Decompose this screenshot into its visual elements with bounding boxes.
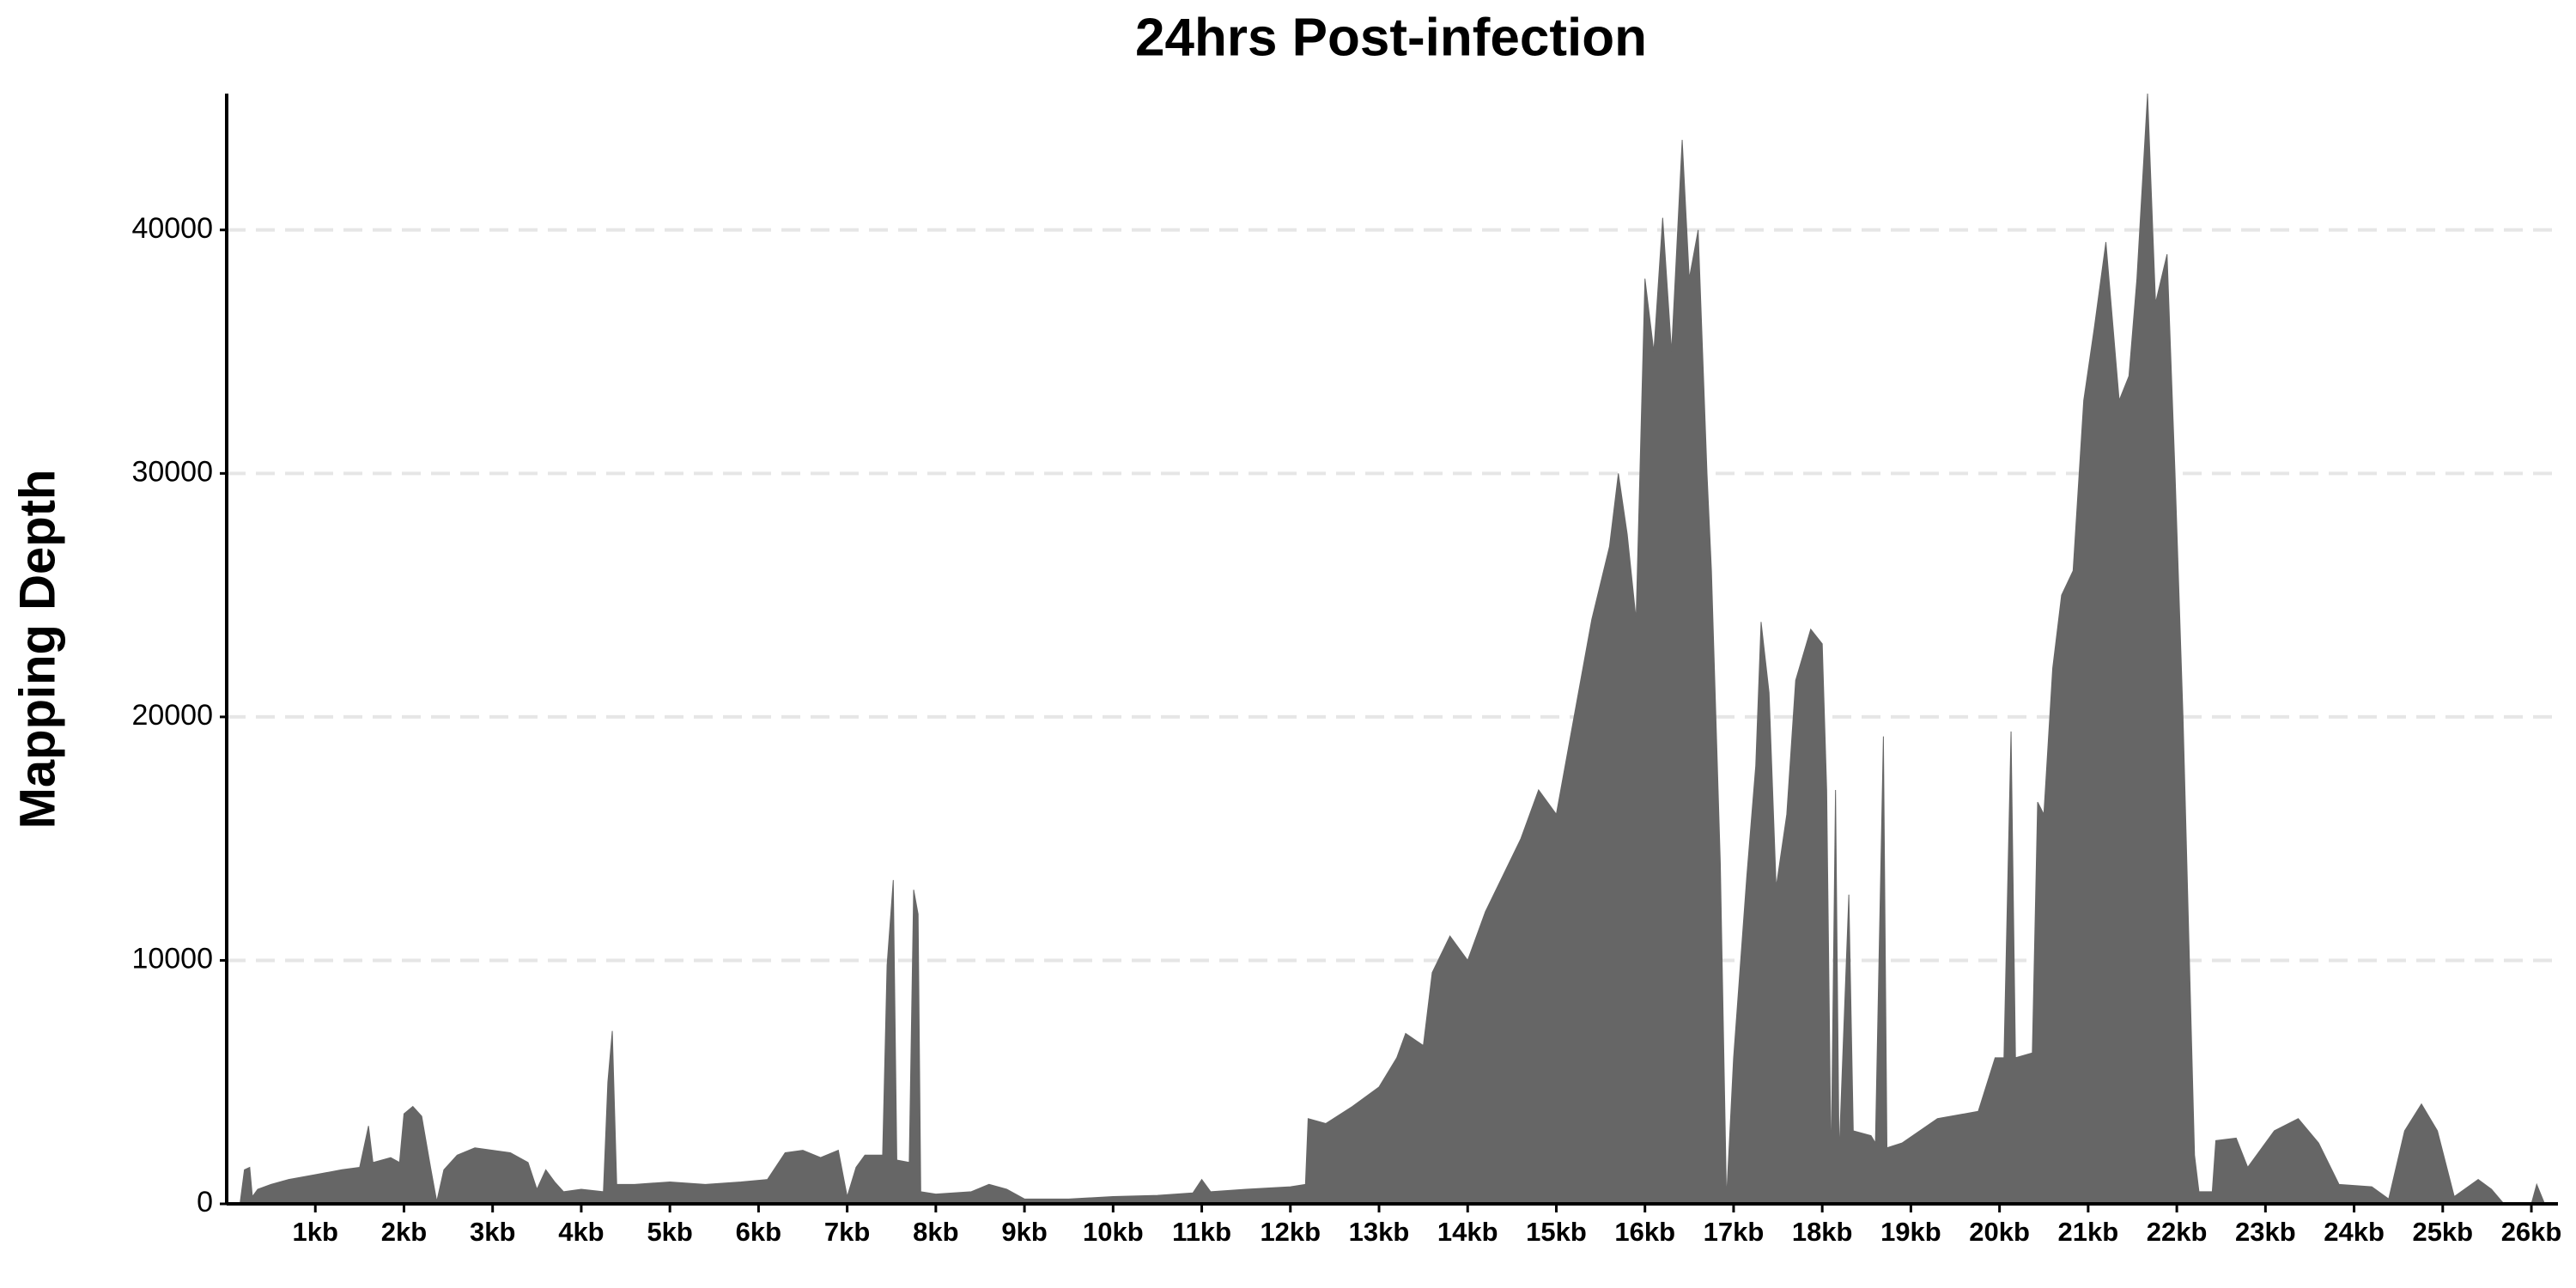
x-tick-label: 1kb	[293, 1217, 338, 1247]
y-tick-label: 20000	[131, 699, 213, 732]
x-tick-label: 2kb	[381, 1217, 427, 1247]
x-tick-label: 3kb	[470, 1217, 515, 1247]
coverage-area	[239, 93, 2546, 1205]
x-tick-label: 25kb	[2412, 1217, 2473, 1247]
x-tick-label: 11kb	[1172, 1217, 1231, 1247]
x-tick-label: 23kb	[2235, 1217, 2296, 1247]
x-tick-label: 13kb	[1349, 1217, 1410, 1247]
y-tick-label: 30000	[131, 455, 213, 488]
x-tick-label: 17kb	[1704, 1217, 1765, 1247]
x-tick-label: 16kb	[1614, 1217, 1675, 1247]
x-tick-label: 9kb	[1001, 1217, 1047, 1247]
x-tick-label: 14kb	[1437, 1217, 1498, 1247]
chart-title: 24hrs Post-infection	[1135, 8, 1647, 67]
x-tick-label: 18kb	[1792, 1217, 1853, 1247]
y-tick-label: 10000	[131, 942, 213, 975]
x-tick-label: 7kb	[824, 1217, 870, 1247]
x-tick-label: 8kb	[913, 1217, 958, 1247]
x-tick-label: 24kb	[2324, 1217, 2385, 1247]
x-tick-label: 26kb	[2501, 1217, 2562, 1247]
x-tick-label: 5kb	[647, 1217, 692, 1247]
x-tick-label: 15kb	[1526, 1217, 1587, 1247]
x-tick-label: 4kb	[558, 1217, 604, 1247]
x-tick-label: 6kb	[736, 1217, 781, 1247]
x-tick-label: 21kb	[2058, 1217, 2119, 1247]
x-tick-label: 10kb	[1083, 1217, 1144, 1247]
x-tick-label: 22kb	[2147, 1217, 2208, 1247]
x-tick-label: 20kb	[1969, 1217, 2030, 1247]
y-axis-label: Mapping Depth	[9, 470, 65, 829]
x-tick-label: 19kb	[1880, 1217, 1941, 1247]
y-tick-label: 40000	[131, 212, 213, 245]
y-tick-label: 0	[197, 1186, 213, 1218]
x-tick-label: 12kb	[1260, 1217, 1321, 1247]
